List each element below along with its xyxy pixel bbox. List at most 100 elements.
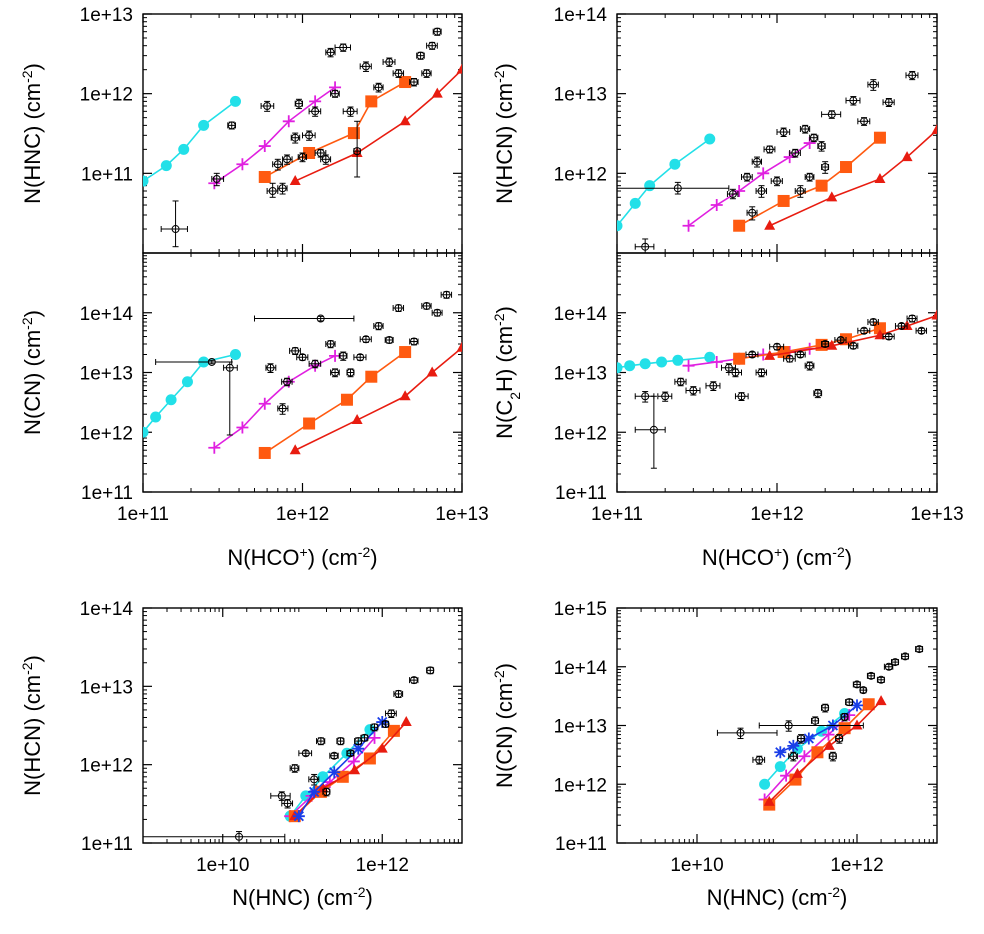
model-marker xyxy=(292,810,305,823)
data-point xyxy=(339,351,348,360)
series-line xyxy=(738,137,881,227)
model-marker xyxy=(229,349,241,361)
data-point xyxy=(789,752,798,761)
model-marker xyxy=(181,376,193,388)
y-axis-label: N(HCN) (cm-2) xyxy=(491,63,517,204)
data-point xyxy=(346,368,355,377)
model-marker xyxy=(931,309,937,320)
model-marker xyxy=(682,219,695,232)
y-tick-label: 1e+14 xyxy=(80,599,134,620)
model-marker xyxy=(143,175,149,187)
model-marker xyxy=(236,158,249,171)
data-point xyxy=(321,155,330,164)
model-marker xyxy=(399,346,412,359)
data-point xyxy=(908,71,917,80)
model-marker xyxy=(656,356,668,368)
data-point xyxy=(356,353,365,362)
data-point xyxy=(845,698,854,707)
model-marker xyxy=(150,411,162,423)
model-marker xyxy=(901,151,913,162)
y-tick-label: 1e+12 xyxy=(554,164,607,185)
model-marker xyxy=(764,349,776,360)
panel-6: 1e+10 1e+12 1e+11 1e+12 1e+13 1e+14 1e+15 N(CN)… xyxy=(491,599,938,910)
data-point xyxy=(757,187,766,196)
data-point xyxy=(277,791,286,800)
data-point xyxy=(385,335,394,344)
model-marker xyxy=(682,359,695,372)
data-point xyxy=(311,107,320,116)
model-marker xyxy=(365,370,378,383)
data-point xyxy=(331,89,340,98)
x-tick-label: 1e+12 xyxy=(276,504,329,525)
model-marker xyxy=(399,76,412,89)
model-marker xyxy=(258,397,271,410)
data-point xyxy=(316,314,325,323)
y-axis-label: N(C2H) (cm-2) xyxy=(491,306,523,439)
model-marker xyxy=(368,731,381,744)
data-point xyxy=(901,652,910,661)
data-point xyxy=(426,666,435,675)
model-marker xyxy=(365,95,378,108)
data-point xyxy=(387,709,396,718)
x-tick-label: 1e+13 xyxy=(910,504,963,525)
y-tick-label: 1e+11 xyxy=(81,483,133,504)
series-cyan xyxy=(143,95,241,187)
model-marker xyxy=(317,782,329,793)
y-tick-label: 1e+13 xyxy=(554,364,607,385)
series-magenta xyxy=(284,731,381,823)
series-line xyxy=(264,351,406,454)
data-point xyxy=(821,703,830,712)
data-point xyxy=(869,318,878,327)
model-marker xyxy=(617,220,623,232)
model-marker xyxy=(823,739,835,750)
data-point xyxy=(298,353,307,362)
x-tick-label: 1e+12 xyxy=(750,504,803,525)
data-point xyxy=(330,751,339,760)
model-marker xyxy=(456,341,462,352)
model-marker xyxy=(289,175,301,186)
data-point xyxy=(268,187,277,196)
series-line xyxy=(213,86,336,184)
data-point xyxy=(817,142,826,151)
data-point xyxy=(676,377,685,386)
model-marker xyxy=(340,393,353,406)
data-point xyxy=(207,357,216,366)
data-point xyxy=(748,208,757,217)
data-point xyxy=(235,832,244,841)
series-obs xyxy=(155,290,453,436)
model-marker xyxy=(815,179,828,192)
data-point xyxy=(336,737,345,746)
series-line xyxy=(289,737,376,817)
data-point xyxy=(394,304,403,313)
model-marker xyxy=(710,199,723,212)
model-marker xyxy=(774,761,786,773)
model-marker xyxy=(258,170,271,183)
data-point xyxy=(225,363,234,372)
x-axis-label: N(HCO+) (cm-2) xyxy=(227,544,377,570)
data-point xyxy=(779,128,788,137)
data-point xyxy=(765,145,774,154)
y-tick-label: 1e+11 xyxy=(555,834,607,855)
series-obs xyxy=(634,314,928,469)
model-marker xyxy=(289,444,301,455)
data-point xyxy=(840,712,849,721)
plot-frame xyxy=(142,607,463,844)
model-marker xyxy=(811,746,824,759)
model-marker xyxy=(303,417,316,430)
model-marker xyxy=(351,414,363,425)
data-point xyxy=(828,752,837,761)
data-point xyxy=(753,157,762,166)
data-point xyxy=(860,326,869,335)
model-marker xyxy=(763,795,775,806)
y-tick-label: 1e+11 xyxy=(555,483,607,504)
model-marker xyxy=(798,750,811,763)
model-marker xyxy=(826,191,838,202)
model-marker xyxy=(639,358,651,370)
y-tick-label: 1e+13 xyxy=(80,677,133,698)
data-point xyxy=(212,174,221,183)
data-point xyxy=(283,799,292,808)
data-point xyxy=(796,187,805,196)
model-marker xyxy=(777,194,790,207)
data-point xyxy=(433,308,442,317)
plot-frame xyxy=(616,252,938,493)
